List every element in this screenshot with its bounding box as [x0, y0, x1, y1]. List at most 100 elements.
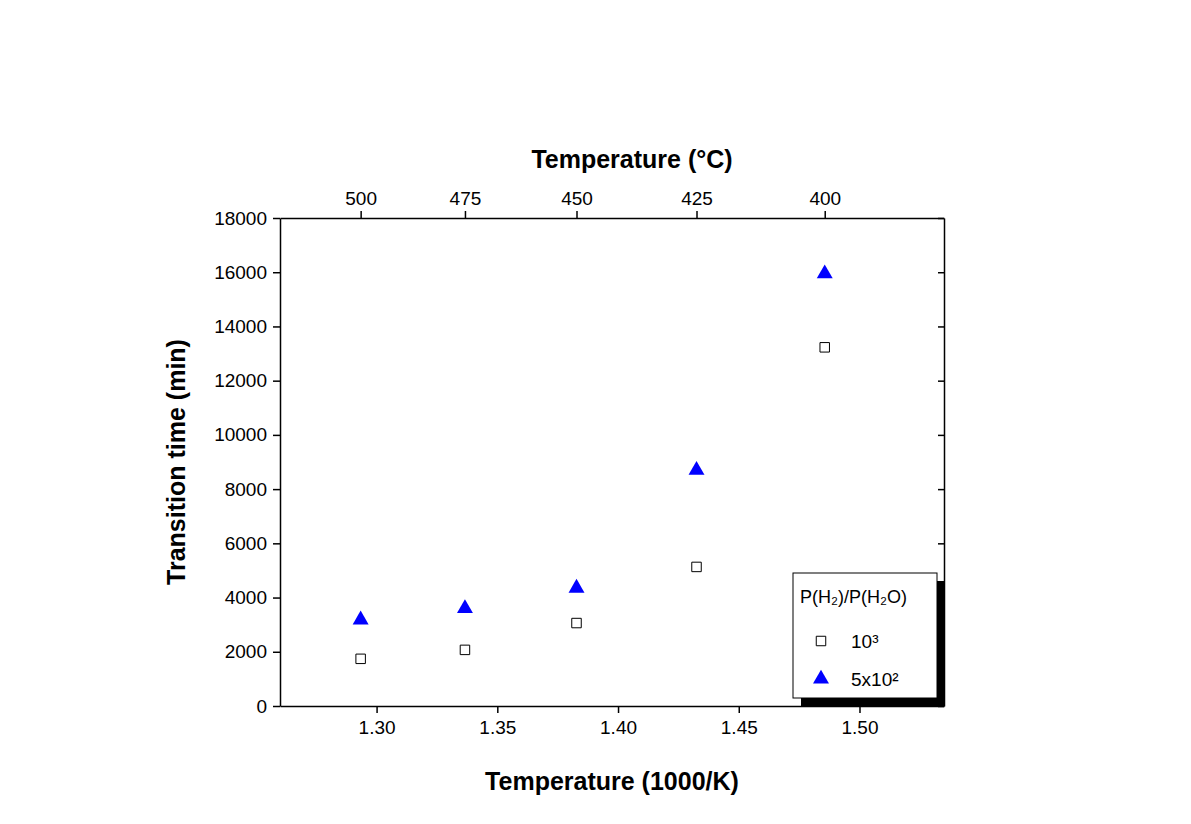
point — [689, 461, 705, 475]
tick-label: 16000 — [214, 262, 267, 283]
tick-label: 2000 — [225, 641, 267, 662]
tick-mark — [273, 706, 280, 708]
tick: 6000 — [225, 533, 280, 554]
tick: 4000 — [225, 587, 280, 608]
tick: 14000 — [214, 316, 280, 337]
tick-mark — [273, 218, 280, 220]
tick-label: 10000 — [214, 424, 267, 445]
tick-label: 14000 — [214, 316, 267, 337]
tick-mark — [938, 218, 944, 220]
tick-mark — [938, 543, 944, 545]
legend: P(H₂)/P(H₂O) 10³ 5x10² — [793, 573, 945, 706]
tick — [938, 381, 944, 382]
point — [572, 618, 581, 627]
tick: 1.40 — [600, 706, 637, 738]
tick-mark — [273, 543, 280, 545]
tick-label: 1.30 — [359, 717, 396, 738]
tick-mark — [618, 706, 620, 713]
point — [356, 654, 365, 663]
tick: 1.45 — [721, 706, 758, 738]
tick: 425 — [681, 188, 713, 218]
tick-label: 12000 — [214, 370, 267, 391]
tick: 10000 — [214, 424, 280, 445]
tick-mark — [273, 489, 280, 491]
tick — [938, 218, 944, 219]
tick-mark — [360, 211, 362, 218]
tick: 8000 — [225, 479, 280, 500]
tick-mark — [824, 211, 826, 218]
tick — [938, 489, 944, 490]
tick-label: 1.35 — [479, 717, 516, 738]
tick: 0 — [256, 696, 280, 717]
x2-axis-title: Temperature (°C) — [531, 145, 732, 173]
legend-marker — [816, 636, 825, 645]
legend-box — [793, 573, 937, 698]
tick-mark — [696, 211, 698, 218]
tick-mark — [273, 652, 280, 654]
point — [353, 611, 369, 625]
tick: 400 — [809, 188, 841, 218]
tick — [938, 543, 944, 544]
tick-label: 4000 — [225, 587, 267, 608]
tick-label: 18000 — [214, 208, 267, 229]
tick: 450 — [561, 188, 593, 218]
tick-mark — [938, 272, 944, 274]
tick-mark — [273, 435, 280, 437]
x-axis: 1.30 1.35 1.40 1.45 1.50 — [281, 706, 945, 738]
tick-label: 0 — [256, 696, 267, 717]
y-axis-line — [280, 219, 282, 707]
tick-mark — [938, 326, 944, 328]
legend-marker — [813, 670, 829, 684]
tick-label: 425 — [681, 188, 713, 209]
legend-label: 10³ — [851, 631, 878, 652]
point — [569, 579, 585, 593]
legend-label: 5x10² — [851, 669, 899, 690]
tick: 475 — [450, 188, 482, 218]
tick-mark — [859, 706, 861, 713]
x2-axis-line — [281, 218, 945, 220]
y-axis-title: Transition time (min) — [162, 339, 190, 585]
tick: 500 — [345, 188, 377, 218]
x2-axis: 500 475 450 425 400 — [281, 188, 945, 219]
tick-label: 6000 — [225, 533, 267, 554]
tick-label: 450 — [561, 188, 593, 209]
tick: 18000 — [214, 208, 280, 229]
tick-mark — [938, 380, 944, 382]
point — [817, 264, 833, 278]
chart: 1.301.351.401.451.5050047545042540002000… — [0, 0, 1191, 824]
tick-label: 500 — [345, 188, 377, 209]
tick-label: 475 — [450, 188, 482, 209]
tick-mark — [376, 706, 378, 713]
tick-mark — [273, 326, 280, 328]
tick-label: 1.40 — [600, 717, 637, 738]
tick-label: 8000 — [225, 479, 267, 500]
tick: 12000 — [214, 370, 280, 391]
plot: 1.301.351.401.451.5050047545042540002000… — [214, 188, 945, 738]
tick-label: 1.50 — [841, 717, 878, 738]
points — [353, 264, 833, 663]
tick: 2000 — [225, 641, 280, 662]
tick-mark — [273, 597, 280, 599]
legend-title: P(H₂)/P(H₂O) — [800, 587, 907, 607]
point — [460, 645, 469, 654]
tick-mark — [938, 489, 944, 491]
tick — [938, 326, 944, 327]
tick: 16000 — [214, 262, 280, 283]
point — [457, 599, 473, 613]
x-axis-title: Temperature (1000/K) — [485, 767, 739, 795]
tick-label: 400 — [809, 188, 841, 209]
point — [820, 343, 829, 352]
tick-mark — [465, 211, 467, 218]
tick — [938, 706, 944, 707]
tick — [938, 435, 944, 436]
tick-mark — [497, 706, 499, 713]
tick-mark — [938, 435, 944, 437]
tick: 1.35 — [479, 706, 516, 738]
tick — [938, 272, 944, 273]
tick-mark — [739, 706, 741, 713]
tick-mark — [273, 380, 280, 382]
tick-mark — [576, 211, 578, 218]
tick-label: 1.45 — [721, 717, 758, 738]
tick: 1.50 — [841, 706, 878, 738]
y-axis: 0 2000 4000 6000 8000 10000 12000 14000 16000 180… — [214, 208, 280, 717]
